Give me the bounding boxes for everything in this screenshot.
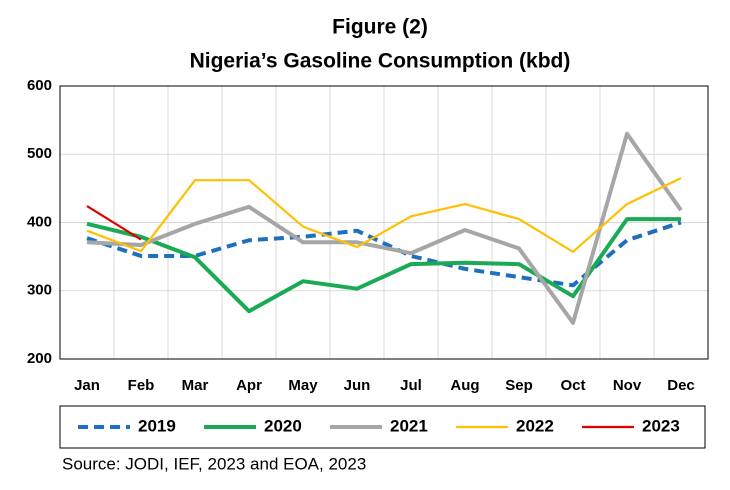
series-line <box>86 177 682 253</box>
legend-label: 2020 <box>264 416 302 435</box>
x-tick-label: Oct <box>560 377 585 394</box>
legend-box <box>59 405 706 449</box>
x-tick-label: Nov <box>613 377 642 394</box>
x-tick-label: Jun <box>344 377 371 394</box>
legend-label: 2019 <box>138 416 176 435</box>
x-tick-label: Jan <box>74 377 100 394</box>
x-tick-label: Mar <box>182 377 209 394</box>
y-tick-label: 300 <box>27 282 52 299</box>
x-tick-label: Apr <box>236 377 262 394</box>
y-tick-label: 400 <box>27 213 52 230</box>
y-tick-label: 600 <box>27 77 52 94</box>
x-tick-label: May <box>288 377 318 394</box>
x-tick-label: Aug <box>450 377 479 394</box>
x-tick-label: Feb <box>128 377 155 394</box>
x-tick-label: Jul <box>400 377 422 394</box>
source: Source: JODI, IEF, 2023 and EOA, 2023 <box>62 454 366 473</box>
legend-label: 2021 <box>390 416 428 435</box>
series-line <box>86 131 683 325</box>
chart-title: Figure (2) <box>332 16 428 39</box>
y-tick-label: 200 <box>27 350 52 367</box>
series-line <box>86 217 681 314</box>
plot-border <box>59 85 709 360</box>
legend-label: 2022 <box>516 416 554 435</box>
legend-label: 2023 <box>642 416 680 435</box>
chart-subtitle: Nigeria’s Gasoline Consumption (kbd) <box>190 50 571 73</box>
series-line <box>86 205 142 241</box>
x-tick-label: Dec <box>667 377 695 394</box>
x-tick-label: Sep <box>505 377 533 394</box>
y-tick-label: 500 <box>27 145 52 162</box>
